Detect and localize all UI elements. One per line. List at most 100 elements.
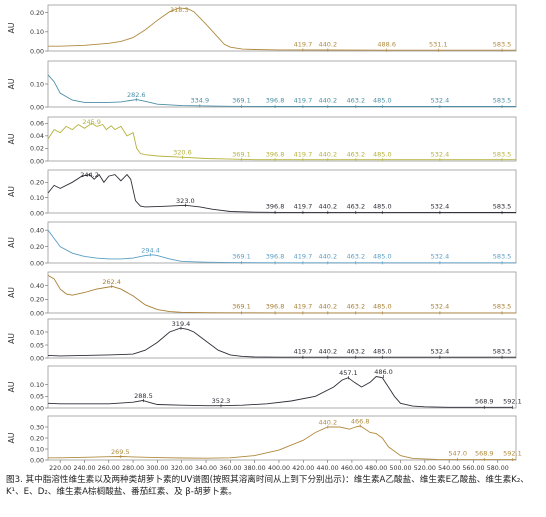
y-tick-label: 0.04 [30,133,44,140]
spectrum-panel-2: AU 0.00 0.10 282.6 334.9 369.1 396.8 419.7 440.2… [7,60,517,111]
x-tick-label: 260.00 [98,465,120,472]
panel-frame [47,271,517,314]
peak-label: 463.2 [346,203,365,211]
y-tick-label: 0.06 [30,121,44,128]
peak-label: 440.2 [319,97,338,105]
x-tick-label: 320.00 [171,465,193,472]
peak-label: 457.1 [339,369,358,377]
peak-label: 262.4 [102,278,121,286]
peak-label: 440.2 [319,253,338,261]
spectrum-panel-1: AU 0.00 0.10 0.20 318.3 419.7 440.2 488.6 531.1 5… [7,4,517,55]
y-tick-label: 0.20 [30,435,44,442]
spectrum-panel-4: AU 0.00 0.10 0.20 244.2 323.0 396.8 419.7 440.2 4… [7,169,517,217]
spectrum-line [47,122,516,161]
peak-label: 532.4 [431,151,450,159]
x-axis: 220.00 240.00 260.00 280.00 300.00 320.00 340.… [49,460,509,472]
spectrum-panel-9: AU 0.00 0.10 0.20 0.30 269.5 440.2 466.8 547.0 56… [7,415,522,464]
x-tick-label: 300.00 [146,465,168,472]
y-axis-label: AU [7,134,16,145]
peak-label: 440.2 [319,203,338,211]
y-tick-label: 0.00 [30,260,44,267]
peak-label: 440.2 [319,419,338,427]
peak-label: 319.4 [172,320,191,328]
peak-label: 463.2 [346,303,365,311]
x-tick-label: 360.00 [219,465,241,472]
x-tick-label: 340.00 [195,465,217,472]
peak-label: 440.2 [319,348,338,356]
peak-label: 583.5 [493,97,512,105]
y-axis-label: AU [7,186,16,197]
panel-frame [47,221,517,264]
y-axis-label: AU [7,433,16,444]
peak-label: 318.3 [170,6,189,14]
peak-label: 486.0 [374,368,393,376]
x-tick-label: 520.00 [414,465,436,472]
peak-label: 334.9 [191,97,210,105]
spectrum-panel-8: AU 0.00 0.05 0.10 288.5 352.3 457.1 486.0 568.9 5… [7,365,522,412]
panel-frame [47,4,517,52]
y-tick-label: 0.02 [30,146,44,153]
spectrum-line [47,173,517,213]
y-tick-label: 0.05 [30,342,44,349]
panel-frame [47,116,517,162]
x-tick-label: 480.00 [365,465,387,472]
x-tick-label: 280.00 [122,465,144,472]
y-tick-label: 0.00 [30,158,44,165]
peak-label: 320.6 [173,149,192,157]
peak-label: 532.4 [431,97,450,105]
panel-frame [47,365,517,409]
peak-label: 485.0 [373,348,392,356]
y-tick-label: 0.00 [30,405,44,412]
y-tick-label: 0.00 [30,210,44,217]
x-tick-label: 580.00 [487,465,509,472]
spectrum-line [47,376,513,408]
spectrum-line [47,275,516,314]
y-axis-label: AU [7,333,16,344]
peak-label: 419.7 [294,203,313,211]
peak-label: 531.1 [429,41,448,49]
panel-frame [47,169,517,214]
x-tick-label: 500.00 [389,465,411,472]
y-axis-label: AU [7,237,16,248]
spectrum-panel-7: AU 0.00 0.05 0.10 319.4 419.7 440.2 463.2 485.0 5… [7,318,517,362]
figure-caption: 图3. 其中脂溶性维生素以及两种类胡萝卜素的UV谱图(按照其溶离时间从上到下分别… [6,475,529,497]
peak-label: 466.8 [351,417,370,425]
spectrum-line [48,425,517,461]
y-tick-label: 0.20 [30,244,44,251]
y-axis-label: AU [7,287,16,298]
peak-label: 419.7 [294,348,313,356]
peak-label: 396.8 [266,203,285,211]
spectrum-panel-3: AU 0.00 0.02 0.04 0.06 245.9 320.6 369.1 396.8 41… [7,116,517,165]
x-tick-label: 400.00 [268,465,290,472]
peak-label: 583.5 [493,203,512,211]
panel-frame [47,415,517,461]
peak-label: 583.5 [493,303,512,311]
y-axis-label: AU [7,79,16,90]
y-tick-label: 0.00 [30,104,44,111]
peak-label: 583.5 [493,348,512,356]
panel-frame [47,318,517,359]
uv-spectra-figure: AU 0.00 0.10 0.20 318.3 419.7 440.2 488.6 531.1 5… [7,4,522,472]
peak-label: 592.1 [503,398,522,406]
peak-label: 244.2 [80,171,99,179]
peak-label: 419.7 [294,303,313,311]
peak-label: 583.5 [493,151,512,159]
x-tick-label: 560.00 [462,465,484,472]
peak-label: 463.2 [346,97,365,105]
peak-label: 463.2 [346,151,365,159]
y-tick-label: 0.00 [30,48,44,55]
y-axis-label: AU [7,382,16,393]
peak-label: 323.0 [176,197,195,205]
spectrum-line [47,74,516,107]
y-tick-label: 0.10 [30,382,44,389]
peak-label: 485.0 [373,303,392,311]
peak-label: 419.7 [294,97,313,105]
peak-label: 463.2 [346,348,365,356]
peak-label: 288.5 [134,392,153,400]
y-tick-label: 0.40 [30,228,44,235]
peak-label: 532.4 [431,348,450,356]
peak-label: 485.0 [373,151,392,159]
peak-label: 485.0 [373,253,392,261]
peak-label: 592.1 [503,450,522,458]
y-tick-label: 0.05 [30,394,44,401]
